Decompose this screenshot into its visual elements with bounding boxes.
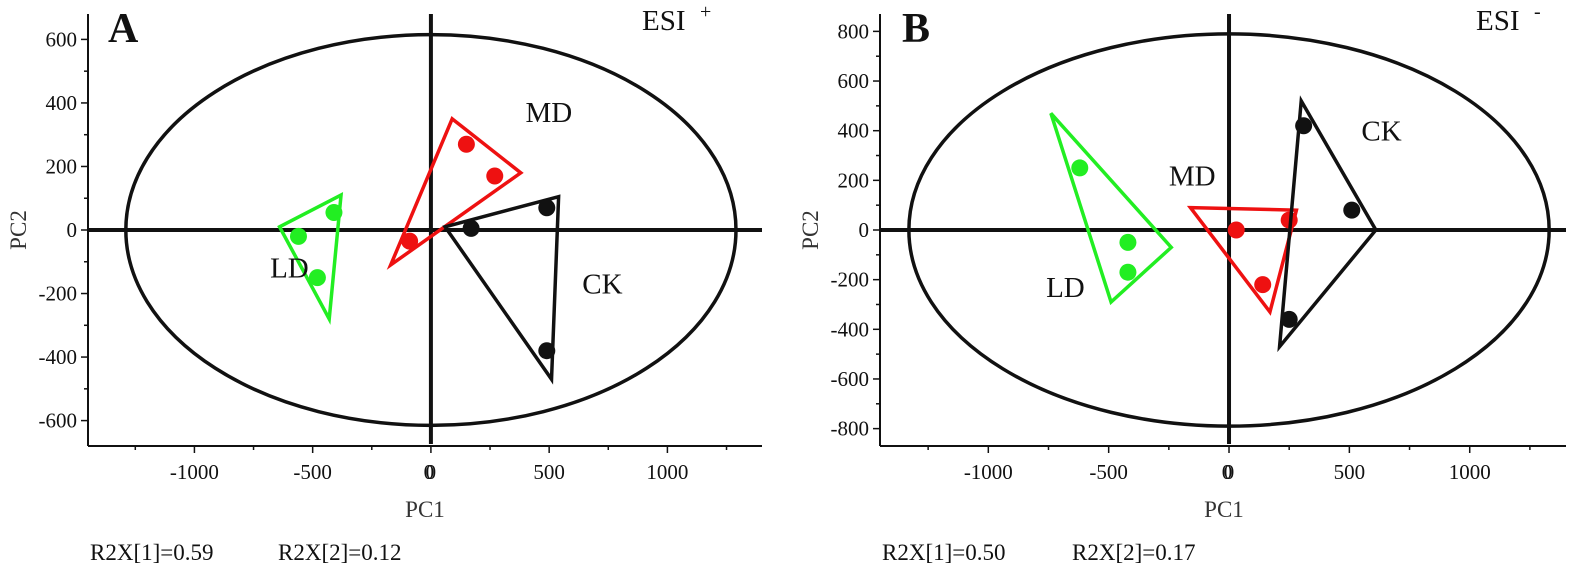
y-tick-label: -600 [831, 367, 870, 391]
group-md-point [401, 232, 419, 250]
group-ck-hull [1277, 95, 1378, 353]
y-tick-label: -400 [39, 345, 78, 369]
panel-letter: A [108, 6, 139, 52]
y-tick-label: 600 [46, 27, 78, 51]
ion-mode-label: ESI [1476, 5, 1520, 37]
y-tick-label: 800 [838, 19, 870, 43]
group-ld-point [1071, 159, 1089, 177]
x-tick-label: 1000 [1449, 460, 1491, 484]
confidence-ellipse [124, 32, 738, 428]
r2x-component-2: R2X[2]=0.17 [1072, 540, 1196, 565]
x-tick-label-origin: 0 [424, 460, 435, 484]
y-tick-label: 0 [67, 218, 78, 242]
y-tick-label: 600 [838, 69, 870, 93]
group-ck-hull [442, 194, 561, 385]
group-md-point [1227, 221, 1245, 239]
group-ck-point [1343, 201, 1361, 219]
group-ld-point [308, 269, 326, 287]
x-axis-title: PC1 [405, 497, 445, 522]
group-ck-point [462, 219, 480, 237]
r2x-component-1: R2X[1]=0.50 [882, 540, 1006, 565]
x-tick-label: 1000 [646, 460, 688, 484]
x-tick-label-origin: 0 [1222, 460, 1233, 484]
group-md-point [1254, 276, 1272, 294]
group-md-point [457, 135, 475, 153]
group-md-label: MD [526, 97, 573, 129]
y-tick-label: 400 [46, 91, 78, 115]
y-tick-label: 200 [838, 168, 870, 192]
y-tick-label: 0 [859, 218, 870, 242]
r2x-component-1: R2X[1]=0.59 [90, 540, 214, 565]
y-tick-label: -600 [39, 409, 78, 433]
ion-mode-sign: + [700, 1, 711, 23]
x-tick-label: -500 [1089, 460, 1128, 484]
x-tick-label: 500 [533, 460, 565, 484]
y-tick-label: -400 [831, 317, 870, 341]
confidence-ellipse [907, 32, 1551, 428]
group-ld-point [325, 204, 343, 222]
y-tick-label: -200 [831, 268, 870, 292]
x-tick-label: -1000 [964, 460, 1013, 484]
x-tick-label: 500 [1334, 460, 1366, 484]
group-ld-point [289, 227, 307, 245]
group-ck-point [538, 342, 556, 360]
group-md-point [486, 167, 504, 185]
group-ck-point [1295, 117, 1313, 135]
y-tick-label: -800 [831, 417, 870, 441]
x-tick-label: 0 [426, 460, 437, 484]
group-ck-label: CK [1361, 116, 1401, 148]
group-ld-hull [1049, 112, 1174, 306]
y-axis-title: PC2 [6, 210, 31, 250]
group-md-label: MD [1169, 160, 1216, 192]
ion-mode-sign: - [1534, 1, 1541, 23]
group-ld-hull [277, 192, 344, 325]
group-ld-point [1119, 263, 1137, 281]
panel-letter: B [902, 6, 930, 52]
x-axis-title: PC1 [1204, 497, 1244, 522]
group-ck-label: CK [582, 269, 622, 301]
group-ck-point [538, 199, 556, 217]
x-tick-label: -500 [293, 460, 332, 484]
group-ld-point [1119, 233, 1137, 251]
r2x-component-2: R2X[2]=0.12 [278, 540, 402, 565]
y-axis-title: PC2 [798, 210, 823, 250]
group-ld-label: LD [1046, 272, 1085, 304]
y-tick-label: 200 [46, 154, 78, 178]
x-tick-label: 0 [1224, 460, 1235, 484]
group-ck-point [1280, 310, 1298, 328]
x-tick-label: -1000 [170, 460, 219, 484]
group-ld-label: LD [270, 253, 309, 285]
group-md-hull [386, 116, 524, 270]
group-md-hull [1186, 205, 1299, 316]
y-tick-label: 400 [838, 119, 870, 143]
y-tick-label: -200 [39, 282, 78, 306]
ion-mode-label: ESI [642, 5, 686, 37]
